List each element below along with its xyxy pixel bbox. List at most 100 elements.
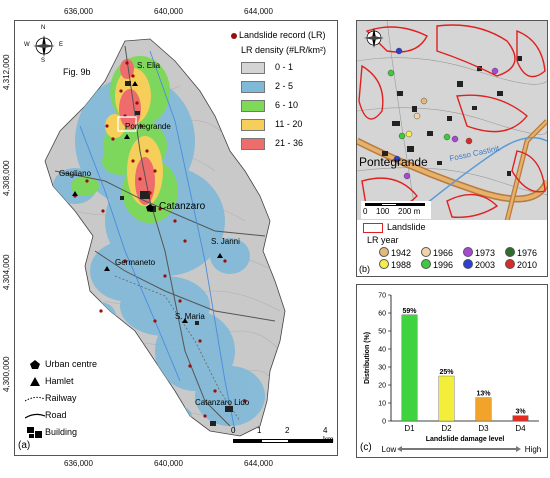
landslide-swatch: [363, 223, 383, 233]
panel-tag-c: (c): [360, 442, 372, 453]
x-tick-label: D4: [515, 424, 526, 433]
symbol-label: Building: [45, 427, 78, 437]
x-tick-bottom: 644,000: [244, 459, 273, 468]
y-tick-label: 60: [378, 311, 386, 318]
scale-label: 0: [231, 426, 236, 435]
x-tick-label: D3: [478, 424, 489, 433]
place-label: S. Elia: [137, 61, 161, 70]
bar: [512, 415, 529, 422]
scale-bar: 0 1 2 4 km: [229, 423, 335, 449]
scale-label-b: 200 m: [398, 207, 421, 216]
y-tick: 4,312,000: [2, 54, 11, 90]
density-class-label: 0 - 1: [275, 62, 294, 72]
lr-record-legend: Landslide record (LR): [231, 30, 326, 40]
lr-year-label: 1973: [475, 248, 496, 258]
x-tick-bottom: 640,000: [154, 459, 183, 468]
lr-year-legend: Landslide LR year 1942 1966 1973 1976 1988 19…: [356, 220, 548, 277]
panel-tag-a: (a): [18, 440, 31, 451]
lr-year-item: 1942: [379, 247, 411, 258]
lr-year-item: 1973: [463, 247, 495, 258]
density-class-label: 2 - 5: [275, 81, 294, 91]
x-axis-title: Landslide damage level: [426, 436, 505, 443]
lr-year-item: 1976: [505, 247, 537, 258]
lr-year-label: 1976: [517, 248, 538, 258]
density-class-label: 21 - 36: [275, 138, 304, 148]
y-tick-label: 10: [378, 401, 386, 408]
scale-label: 2: [285, 426, 290, 435]
arrow-right-icon: [516, 446, 521, 452]
bar-value-label: 3%: [515, 409, 526, 416]
compass-b-icon: [363, 27, 385, 49]
railway-icon: [25, 396, 45, 402]
y-tick: 4,300,000: [2, 356, 11, 392]
symbols-legend: Urban centre Hamlet Railway Road Buildin…: [23, 357, 113, 447]
high-label: High: [525, 445, 541, 454]
building-icon: [27, 427, 42, 438]
x-tick-top: 644,000: [244, 7, 273, 16]
lr-year-item: 1996: [421, 259, 453, 270]
bar-value-label: 25%: [439, 369, 454, 376]
symbol-label: Railway: [45, 393, 77, 403]
y-tick: 4,308,000: [2, 160, 11, 196]
lr-year-item: 1988: [379, 259, 411, 270]
lr-year-dot-icon: [463, 247, 473, 257]
map-panel-a: N W E S Fig. 9b S. Elia Pontegrande Gagl…: [14, 20, 338, 456]
fig-ref-label: Fig. 9b: [63, 67, 91, 77]
density-swatch: [241, 119, 265, 131]
bar-value-label: 13%: [476, 391, 491, 398]
scale-label: 4 km: [323, 426, 334, 444]
lr-year-dot-icon: [379, 259, 389, 269]
density-swatch: [241, 100, 265, 112]
compass-icon: [31, 33, 57, 59]
place-label-b: Pontegrande: [359, 155, 428, 169]
place-label: Germaneto: [115, 258, 156, 267]
scale-label-b: 0: [363, 207, 368, 216]
symbol-label: Urban centre: [45, 359, 98, 369]
place-label: Gagliano: [59, 169, 92, 178]
lr-year-dot-icon: [505, 247, 515, 257]
density-swatch: [241, 81, 265, 93]
compass-s: S: [41, 58, 46, 64]
lr-year-dot-icon: [463, 259, 473, 269]
y-axis-title: Distribution (%): [364, 332, 371, 384]
place-label: Catanzaro Lido: [195, 398, 250, 407]
lr-year-item: 1966: [421, 247, 453, 258]
x-tick-top: 640,000: [154, 7, 183, 16]
bar-value-label: 59%: [402, 308, 417, 315]
x-tick-bottom: 636,000: [64, 459, 93, 468]
y-tick-label: 0: [382, 419, 386, 426]
lr-year-label: 1988: [391, 260, 412, 270]
bar: [401, 314, 418, 422]
chart-panel-c: 0 10 20 30 40 50 60 70 59% D1 25% D2 13% D3 3% D4 Landsl…: [356, 284, 548, 458]
place-label: S. Maria: [175, 312, 205, 321]
lr-year-label: 2003: [475, 260, 496, 270]
lr-record-label: Landslide record (LR): [239, 30, 326, 40]
lr-record-icon: [231, 33, 237, 39]
lr-year-item: 2003: [463, 259, 495, 270]
compass-e: E: [59, 42, 64, 48]
terrain-map: [44, 38, 286, 437]
compass-n: N: [41, 25, 46, 31]
y-tick: 4,304,000: [2, 254, 11, 290]
x-tick-label: D1: [404, 424, 415, 433]
lr-year-label: 1966: [433, 248, 454, 258]
lr-year-dot-icon: [421, 259, 431, 269]
density-class-label: 6 - 10: [275, 100, 299, 110]
lr-year-label: 2010: [517, 260, 538, 270]
place-label: Catanzaro: [159, 201, 206, 212]
detail-map: [357, 21, 547, 221]
y-tick-label: 20: [378, 383, 386, 390]
lr-year-label: 1942: [391, 248, 412, 258]
symbol-label: Hamlet: [45, 376, 74, 386]
density-class-label: 11 - 20: [275, 119, 303, 129]
place-label: Pontegrande: [125, 122, 171, 131]
density-title: LR density (#LR/km²): [241, 45, 327, 55]
low-label: Low: [382, 445, 397, 454]
road-icon: [25, 413, 45, 419]
bar: [438, 375, 455, 422]
map-panel-b: Pontegrande Fosso Castinit 0 100 200 m: [356, 20, 548, 222]
lr-year-label: 1996: [433, 260, 454, 270]
lr-year-item: 2010: [505, 259, 537, 270]
x-tick-label: D2: [441, 424, 452, 433]
lr-year-dot-icon: [505, 259, 515, 269]
